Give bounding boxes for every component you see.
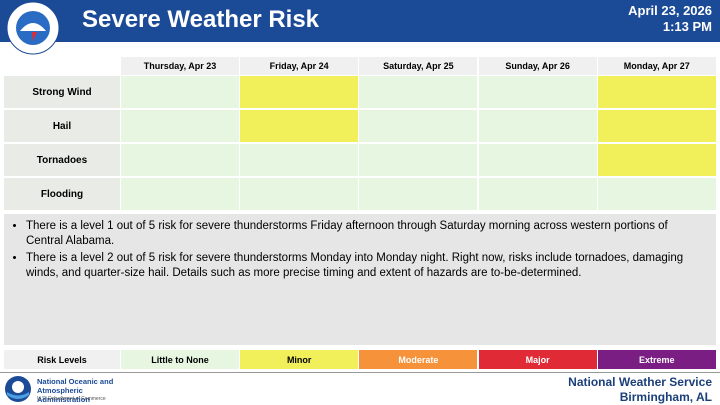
time: 1:13 PM (662, 19, 712, 34)
discussion-box: There is a level 1 out of 5 risk for sev… (4, 214, 716, 345)
risk-cell (478, 110, 597, 142)
footer-rule (0, 372, 720, 373)
legend-level: Extreme (597, 350, 716, 369)
risk-cell (478, 76, 597, 108)
risk-cell (359, 110, 478, 142)
department: U.S. Department of Commerce (37, 396, 106, 402)
noaa-logo (5, 376, 31, 402)
nws-logo (6, 1, 60, 55)
risk-cell (478, 144, 597, 176)
risk-cell (121, 178, 239, 210)
legend-level: Minor (240, 350, 359, 369)
legend-level: Major (478, 350, 597, 369)
bullet-list: There is a level 1 out of 5 risk for sev… (12, 219, 708, 281)
risk-cell (359, 144, 478, 176)
column-header: Saturday, Apr 25 (359, 57, 478, 75)
risk-cell (240, 144, 359, 176)
title: Severe Weather Risk (82, 6, 320, 33)
risk-cell (597, 76, 716, 108)
risk-cell (597, 144, 716, 176)
office: National Weather Service (568, 375, 712, 389)
column-header: Thursday, Apr 23 (121, 57, 239, 75)
legend-level: Moderate (359, 350, 478, 369)
risk-cell (478, 178, 597, 210)
bullet: There is a level 2 out of 5 risk for sev… (26, 251, 708, 281)
location: Birmingham, AL (619, 390, 712, 404)
risk-cell (597, 178, 716, 210)
row-label: Hail (4, 110, 120, 142)
risk-cell (240, 178, 359, 210)
risk-cell (240, 76, 359, 108)
column-header: Sunday, Apr 26 (478, 57, 597, 75)
risk-cell (597, 110, 716, 142)
risk-cell (121, 144, 239, 176)
row-label: Tornadoes (4, 144, 120, 176)
row-label: Strong Wind (4, 76, 120, 108)
row-label: Flooding (4, 178, 120, 210)
date: April 23, 2026 (628, 3, 712, 18)
risk-cell (359, 178, 478, 210)
column-header: Friday, Apr 24 (240, 57, 359, 75)
risk-cell (121, 110, 239, 142)
noaa-name: National Oceanic and Atmospheric Adminis… (37, 377, 114, 404)
legend-level: Little to None (121, 350, 239, 369)
column-header: Monday, Apr 27 (597, 57, 716, 75)
header-bar (0, 0, 720, 42)
bullet: There is a level 1 out of 5 risk for sev… (26, 219, 708, 249)
risk-cell (121, 76, 239, 108)
risk-cell (359, 76, 478, 108)
legend-title: Risk Levels (4, 350, 120, 369)
risk-cell (240, 110, 359, 142)
